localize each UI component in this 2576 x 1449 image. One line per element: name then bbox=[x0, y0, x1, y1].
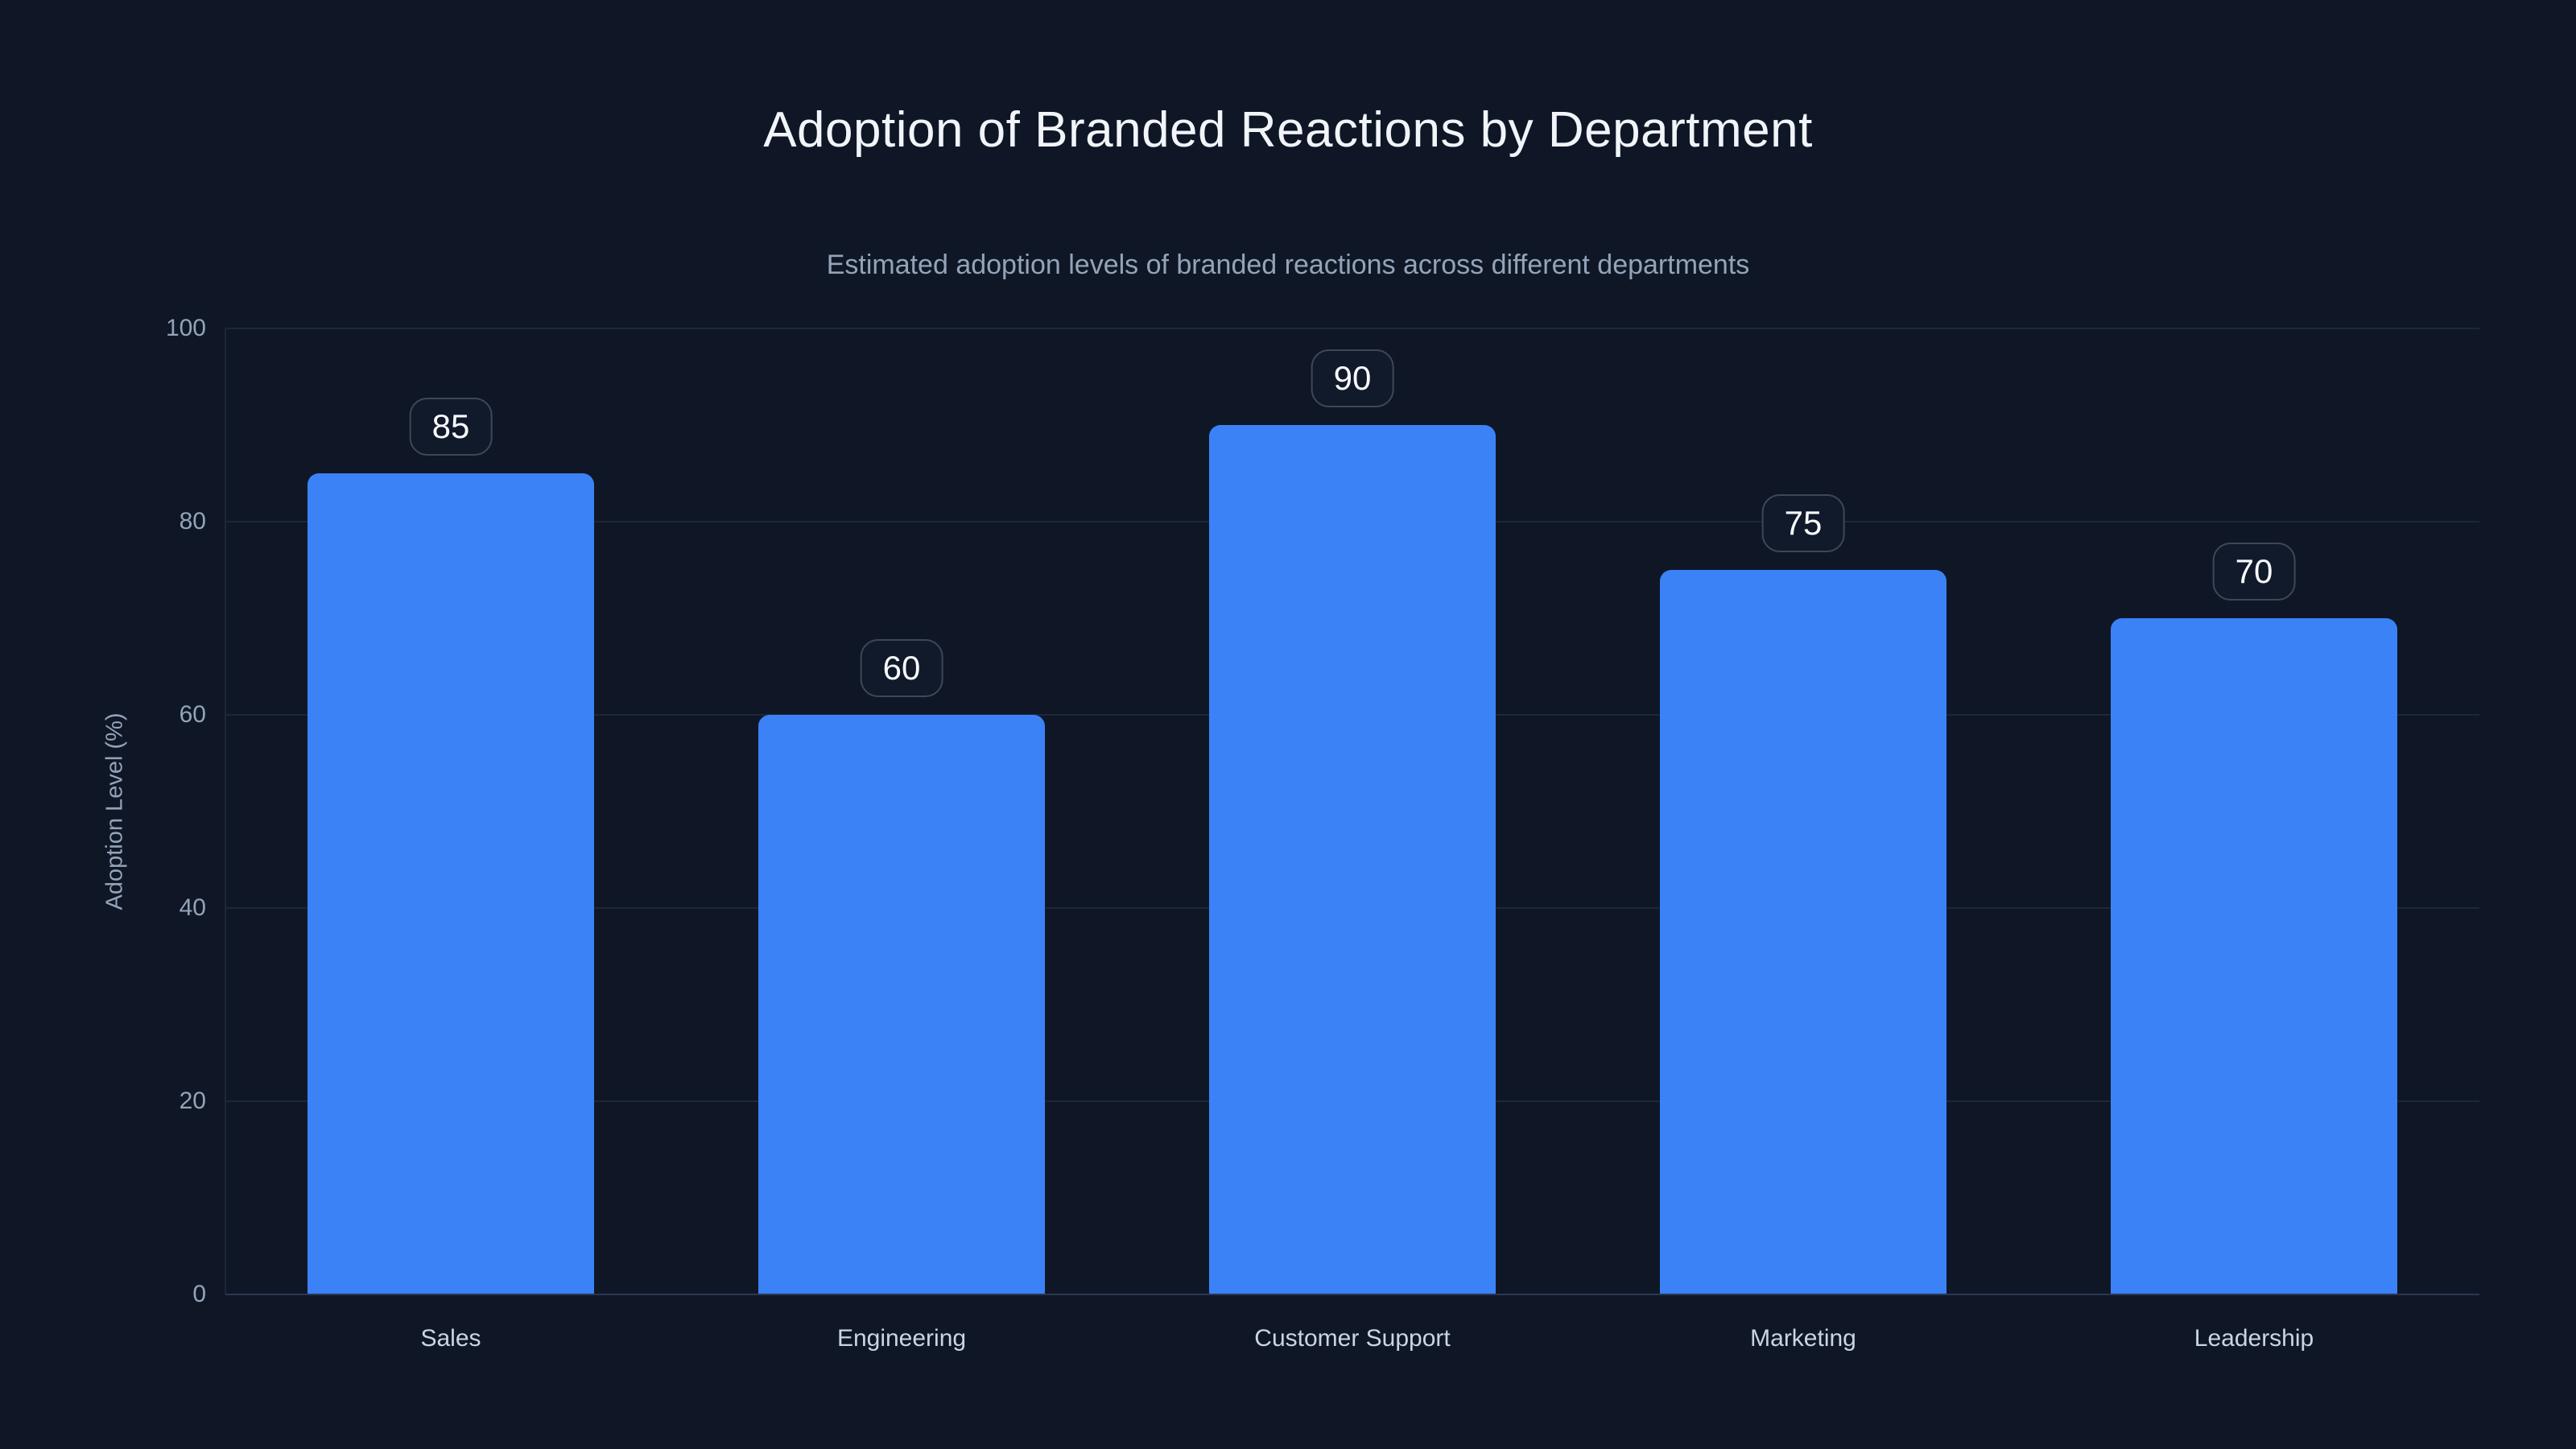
bar-engineering[interactable] bbox=[758, 715, 1045, 1294]
value-badge-customer-support: 90 bbox=[1311, 349, 1394, 407]
y-axis-line bbox=[225, 328, 226, 1294]
x-axis-label-leadership: Leadership bbox=[2194, 1325, 2314, 1352]
x-axis-label-engineering: Engineering bbox=[836, 1325, 967, 1352]
value-badge-leadership: 70 bbox=[2212, 543, 2296, 601]
value-badge-marketing: 75 bbox=[1761, 494, 1845, 552]
y-axis-title: Adoption Level (%) bbox=[101, 712, 128, 910]
x-axis-label-marketing: Marketing bbox=[1750, 1325, 1856, 1352]
bar-marketing[interactable] bbox=[1660, 570, 1946, 1294]
x-axis-baseline bbox=[225, 1294, 2479, 1295]
chart-title: Adoption of Branded Reactions by Departm… bbox=[763, 102, 1813, 158]
y-tick-label: 80 bbox=[179, 508, 206, 535]
y-tick-label: 0 bbox=[192, 1281, 206, 1307]
x-axis-label-customer-support: Customer Support bbox=[1254, 1325, 1451, 1352]
bar-leadership[interactable] bbox=[2111, 618, 2397, 1294]
y-tick-label: 60 bbox=[179, 701, 206, 728]
plot-area: 0 20 40 60 80 100 85 Sales 60 Engineering 90 Custom… bbox=[166, 315, 2479, 1352]
bar-sales[interactable] bbox=[308, 473, 594, 1294]
y-tick-label: 40 bbox=[179, 894, 206, 921]
y-tick-label: 20 bbox=[179, 1088, 206, 1114]
y-tick-label: 100 bbox=[165, 315, 206, 341]
bar-customer-support[interactable] bbox=[1209, 425, 1496, 1294]
value-badge-sales: 85 bbox=[409, 398, 493, 456]
value-badge-engineering: 60 bbox=[860, 639, 943, 697]
x-axis-label-sales: Sales bbox=[420, 1325, 481, 1352]
gridline bbox=[225, 328, 2479, 329]
chart-subtitle: Estimated adoption levels of branded rea… bbox=[826, 250, 1750, 280]
